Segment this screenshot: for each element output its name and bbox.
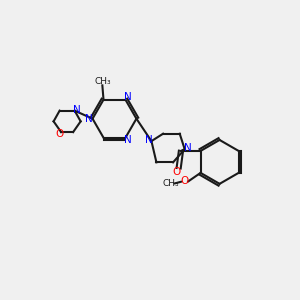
Text: N: N [124,136,132,146]
Text: O: O [173,167,181,177]
Text: N: N [184,143,192,153]
Text: N: N [124,92,132,102]
Text: N: N [85,114,93,124]
Text: N: N [145,135,152,145]
Text: N: N [73,104,80,115]
Text: O: O [180,176,188,186]
Text: CH₃: CH₃ [94,77,111,86]
Text: CH₃: CH₃ [162,178,178,188]
Text: O: O [55,129,63,139]
